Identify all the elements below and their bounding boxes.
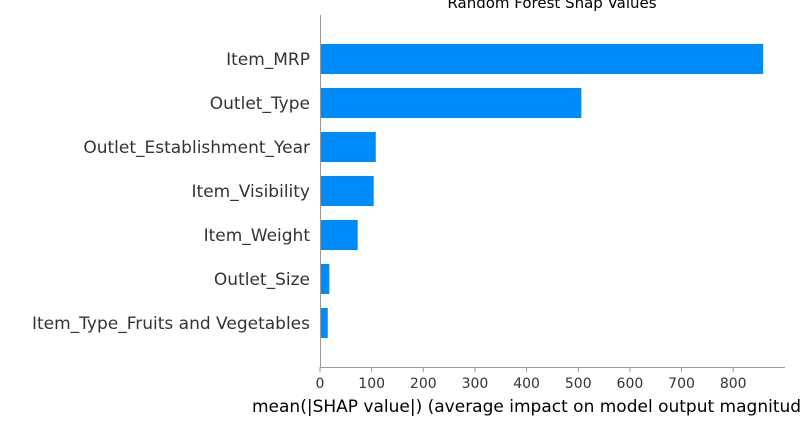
- category-label: Item_Weight: [204, 226, 311, 246]
- bar-outlet-type: [321, 88, 582, 118]
- category-label: Outlet_Size: [214, 270, 310, 290]
- x-tick-label: 100: [358, 376, 385, 392]
- x-tick-label: 500: [565, 376, 592, 392]
- category-label: Outlet_Type: [210, 94, 310, 114]
- x-tick-label: 400: [513, 376, 540, 392]
- bar-item-mrp: [321, 44, 764, 74]
- bar-item-type-fruits-and-vegetables: [321, 308, 328, 338]
- category-labels-group: Item_MRP Outlet_Type Outlet_Establishment_…: [32, 50, 310, 334]
- x-tick-label: 300: [462, 376, 489, 392]
- chart-title: Random Forest Shap Values: [447, 0, 656, 12]
- x-ticks-group: 0 100 200 300 400 500 600 700 800: [316, 367, 747, 392]
- bars-group: [321, 44, 764, 338]
- category-label: Item_Visibility: [192, 182, 310, 202]
- bar-outlet-establishment-year: [321, 132, 376, 162]
- bar-item-visibility: [321, 176, 374, 206]
- x-tick-label: 800: [720, 376, 747, 392]
- category-label: Item_MRP: [226, 50, 310, 70]
- category-label: Outlet_Establishment_Year: [83, 138, 310, 158]
- bar-outlet-size: [321, 264, 330, 294]
- x-tick-label: 200: [410, 376, 437, 392]
- x-axis-label: mean(|SHAP value|) (average impact on mo…: [252, 397, 800, 417]
- x-tick-label: 700: [668, 376, 695, 392]
- category-label: Item_Type_Fruits and Vegetables: [32, 314, 310, 334]
- bar-item-weight: [321, 220, 358, 250]
- x-tick-label: 0: [316, 376, 325, 392]
- x-tick-label: 600: [617, 376, 644, 392]
